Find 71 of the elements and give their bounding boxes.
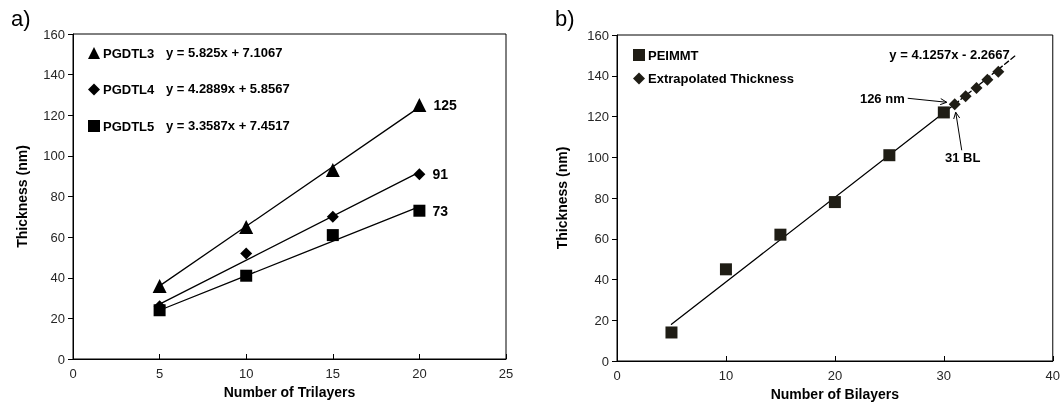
x-axis-title: Number of Bilayers [770, 385, 900, 402]
y-tick-label: 60 [594, 231, 609, 247]
point [992, 65, 1005, 78]
x-tick-label: 0 [613, 368, 621, 383]
point [153, 304, 166, 317]
point [413, 168, 426, 181]
x-tick-label: 20 [827, 368, 843, 383]
data-label: 125 [433, 97, 457, 114]
y-tick-label: 160 [43, 26, 65, 42]
annotation: 31 BL [945, 149, 981, 165]
legend-label: PGDTL4 [103, 82, 156, 97]
x-tick-label: 0 [69, 366, 77, 381]
point [981, 73, 994, 86]
y-tick-label: 160 [587, 27, 609, 43]
point [665, 326, 678, 339]
point [937, 106, 950, 119]
legend-label: PGDTL3 [103, 45, 155, 61]
y-tick-label: 140 [587, 68, 609, 84]
annotation: y = 3.3587x + 7.4517 [166, 117, 290, 133]
chart-title: a) [11, 5, 31, 31]
point [948, 98, 961, 111]
y-tick-label: 120 [587, 109, 609, 124]
y-tick-label: 40 [594, 272, 609, 287]
annotation: y = 5.825x + 7.1067 [166, 44, 283, 60]
x-axis-title: Number of Trilayers [223, 383, 356, 400]
point [719, 263, 732, 276]
point [970, 81, 983, 94]
x-tick-label: 40 [1045, 368, 1060, 383]
x-tick-label: 20 [412, 366, 427, 381]
x-tick-label: 25 [498, 366, 514, 381]
point [774, 228, 787, 241]
point [240, 269, 253, 282]
y-tick-label: 80 [594, 190, 609, 206]
point [325, 163, 340, 178]
y-tick-label: 60 [50, 229, 65, 245]
data-label: 73 [432, 202, 449, 219]
x-tick-label: 15 [325, 366, 341, 381]
point [828, 196, 841, 209]
y-tick-label: 80 [50, 189, 65, 204]
y-tick-label: 0 [57, 351, 65, 367]
point [959, 90, 972, 103]
point [239, 219, 254, 234]
y-tick-label: 0 [601, 353, 609, 369]
legend-label: PEIMMT [648, 47, 699, 63]
annotation: y = 4.2889x + 5.8567 [166, 81, 290, 96]
y-tick-label: 100 [43, 148, 65, 164]
legend-label: Extrapolated Thickness [648, 71, 794, 86]
x-tick-label: 10 [238, 366, 254, 381]
legend-label: PGDTL5 [103, 118, 155, 134]
y-axis-title: Thickness (nm) [554, 146, 570, 250]
y-tick-label: 100 [587, 149, 609, 165]
point [326, 229, 339, 242]
y-tick-label: 40 [50, 270, 65, 286]
y-axis-title: Thickness (nm) [14, 145, 30, 248]
data-label: 91 [432, 166, 449, 183]
annotation: 126 nm [859, 90, 905, 106]
point [412, 98, 427, 113]
point [152, 278, 167, 293]
point [326, 210, 339, 223]
point [240, 247, 253, 260]
y-tick-label: 120 [43, 107, 65, 123]
y-tick-label: 20 [50, 310, 65, 326]
x-tick-label: 10 [718, 368, 734, 383]
point [413, 204, 426, 217]
point [883, 149, 896, 162]
y-tick-label: 20 [594, 312, 609, 328]
y-tick-label: 140 [43, 67, 65, 83]
x-tick-label: 30 [936, 368, 952, 383]
annotation: y = 4.1257x - 2.2667 [889, 46, 1010, 62]
chart-title: b) [555, 5, 575, 31]
x-tick-label: 5 [155, 366, 164, 381]
